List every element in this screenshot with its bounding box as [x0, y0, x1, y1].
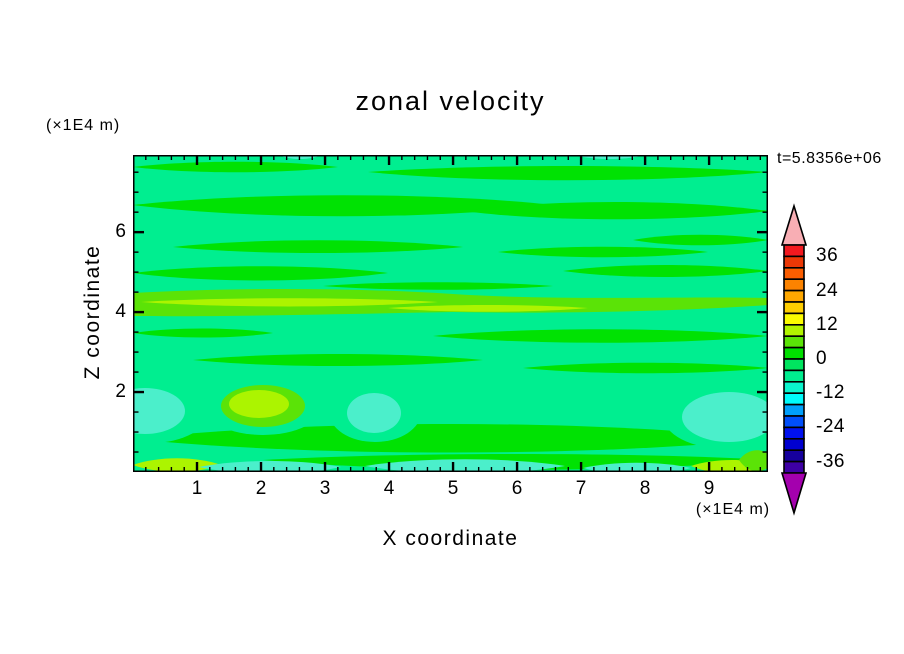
time-label: t=5.8356e+06	[777, 150, 882, 167]
colorbar-tick-label: 0	[816, 348, 828, 369]
x-tick-label: 7	[575, 478, 587, 499]
x-tick-label: 6	[511, 478, 523, 499]
x-axis-title: X coordinate	[382, 527, 519, 550]
y-axis-unit-label: (×1E4 m)	[46, 117, 121, 134]
x-tick-label: 2	[255, 478, 267, 499]
colorbar	[780, 203, 808, 516]
x-tick-label: 4	[383, 478, 395, 499]
x-tick-label: 3	[319, 478, 331, 499]
colorbar-tick-label: -24	[816, 416, 845, 438]
x-tick-label: 9	[703, 478, 715, 499]
colorbar-over-arrow	[780, 203, 808, 246]
y-axis-title: Z coordinate	[81, 244, 104, 380]
x-tick-label: 8	[639, 478, 651, 499]
chart-title: zonal velocity	[355, 86, 546, 116]
colorbar-tick-label: -36	[816, 450, 845, 472]
y-tick-label: 2	[115, 381, 126, 403]
y-tick-label: 6	[115, 221, 126, 243]
x-tick-label: 1	[191, 478, 203, 499]
contour-plot-area	[133, 155, 768, 472]
x-axis-unit-label: (×1E4 m)	[695, 501, 771, 518]
colorbar-tick-label: -12	[816, 382, 845, 404]
x-tick-label: 5	[447, 478, 459, 499]
colorbar-tick-label: 24	[816, 279, 839, 301]
y-tick-label: 4	[115, 301, 126, 323]
colorbar-tick-label: 36	[816, 245, 839, 267]
colorbar-under-arrow	[780, 472, 808, 516]
contour-field	[133, 155, 768, 472]
colorbar-tick-label: 12	[816, 313, 839, 335]
